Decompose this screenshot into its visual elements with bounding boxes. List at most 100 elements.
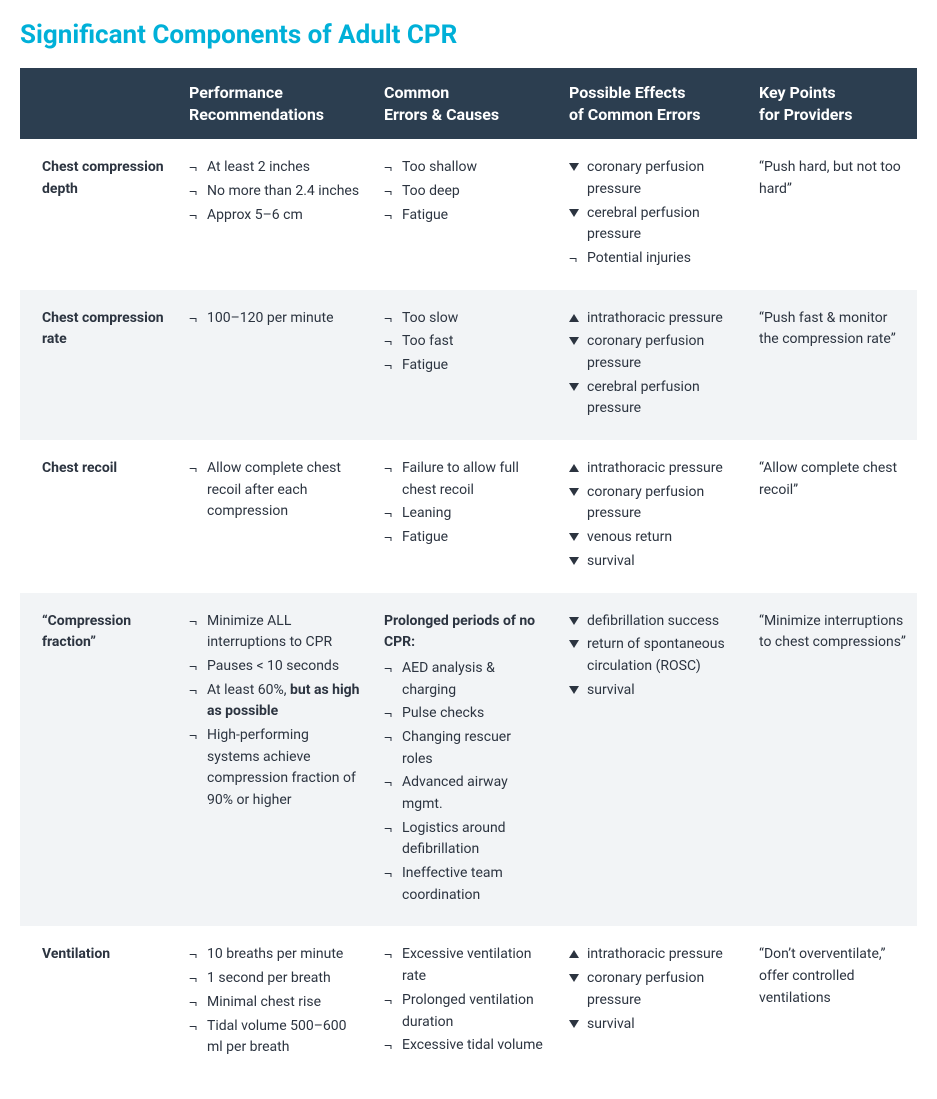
triangle-down-icon — [569, 640, 579, 648]
bullet-neg-icon: ¬ — [189, 308, 207, 330]
cell-errors: ¬Excessive ventilation rate¬Prolonged ve… — [370, 926, 555, 1078]
list-item-text: Ineffective team coordination — [402, 863, 545, 906]
list-item: ¬Pauses < 10 seconds — [189, 656, 360, 678]
list-item: ¬Excessive ventilation rate — [384, 944, 545, 987]
list-item: ¬Potential injuries — [569, 248, 735, 270]
bullet-neg-icon: ¬ — [384, 157, 402, 179]
bullet-list: intrathoracic pressurecoronary perfusion… — [569, 308, 735, 420]
bullet-neg-icon: ¬ — [384, 527, 402, 549]
list-item-text: Failure to allow full chest recoil — [402, 458, 545, 501]
bullet-neg-icon: ¬ — [384, 772, 402, 794]
table-row: “Compression fraction”¬Minimize ALL inte… — [20, 593, 917, 927]
list-item: survival — [569, 551, 735, 573]
list-item: survival — [569, 680, 735, 702]
bullet-list: ¬100–120 per minute — [189, 308, 360, 330]
list-item-text: Allow complete chest recoil after each c… — [207, 458, 360, 523]
list-item-text: 1 second per breath — [207, 968, 360, 990]
list-item-text: return of spontaneous circulation (ROSC) — [587, 634, 735, 677]
bullet-list: ¬Too shallow¬Too deep¬Fatigue — [384, 157, 545, 226]
list-item-text: AED analysis & charging — [402, 658, 545, 701]
list-item-text: At least 60%, but as high as possible — [207, 680, 360, 723]
triangle-up-icon — [569, 314, 579, 322]
list-item: ¬Advanced airway mgmt. — [384, 772, 545, 815]
col-blank — [20, 68, 175, 139]
list-item: ¬Too deep — [384, 181, 545, 203]
list-item: coronary perfusion pressure — [569, 482, 735, 525]
list-item: coronary perfusion pressure — [569, 968, 735, 1011]
list-item-text: survival — [587, 551, 735, 573]
page-title: Significant Components of Adult CPR — [20, 20, 917, 50]
bullet-list: ¬Too slow¬Too fast¬Fatigue — [384, 308, 545, 377]
list-item-text: Too slow — [402, 308, 545, 330]
table-row: Ventilation¬10 breaths per minute¬1 seco… — [20, 926, 917, 1078]
list-item-text: Too deep — [402, 181, 545, 203]
list-item-text: 10 breaths per minute — [207, 944, 360, 966]
list-item: ¬1 second per breath — [189, 968, 360, 990]
list-item-text: intrathoracic pressure — [587, 944, 735, 966]
row-label: Chest compression rate — [20, 290, 175, 440]
bullet-neg-icon: ¬ — [384, 458, 402, 480]
list-item: ¬At least 60%, but as high as possible — [189, 680, 360, 723]
list-item-text: defibrillation success — [587, 611, 735, 633]
list-item-text: Logistics around defibrillation — [402, 818, 545, 861]
triangle-down-icon — [569, 337, 579, 345]
triangle-down-icon — [569, 383, 579, 391]
cell-errors: ¬Too slow¬Too fast¬Fatigue — [370, 290, 555, 440]
bullet-neg-icon: ¬ — [189, 944, 207, 966]
list-item-text: Prolonged ventilation duration — [402, 990, 545, 1033]
list-item: ¬Approx 5–6 cm — [189, 205, 360, 227]
list-item: coronary perfusion pressure — [569, 157, 735, 200]
bullet-neg-icon: ¬ — [384, 703, 402, 725]
list-item: intrathoracic pressure — [569, 458, 735, 480]
cell-errors: ¬Too shallow¬Too deep¬Fatigue — [370, 139, 555, 289]
table-row: Chest compression rate ¬100–120 per minut… — [20, 290, 917, 440]
triangle-up-icon — [569, 464, 579, 472]
cell-keypoint: “Push hard, but not too hard” — [745, 139, 917, 289]
list-item-text: Fatigue — [402, 527, 545, 549]
list-item-text: No more than 2.4 inches — [207, 181, 360, 203]
list-item-text: Excessive tidal volume — [402, 1035, 545, 1057]
list-item: ¬Changing rescuer roles — [384, 727, 545, 770]
cell-keypoint: “Minimize interruptions to chest compres… — [745, 593, 917, 927]
cell-performance: ¬10 breaths per minute¬1 second per brea… — [175, 926, 370, 1078]
list-item: ¬Logistics around defibrillation — [384, 818, 545, 861]
bullet-list: ¬10 breaths per minute¬1 second per brea… — [189, 944, 360, 1058]
cell-keypoint: “Don’t overventilate,” offer controlled … — [745, 926, 917, 1078]
triangle-up-icon — [569, 950, 579, 958]
triangle-down-icon — [569, 163, 579, 171]
bullet-neg-icon: ¬ — [189, 181, 207, 203]
bullet-neg-icon: ¬ — [384, 205, 402, 227]
list-item-text: Excessive ventilation rate — [402, 944, 545, 987]
list-item: ¬Failure to allow full chest recoil — [384, 458, 545, 501]
bullet-neg-icon: ¬ — [189, 656, 207, 678]
bullet-neg-icon: ¬ — [384, 503, 402, 525]
bullet-neg-icon: ¬ — [189, 458, 207, 480]
cell-keypoint: “Allow complete chest recoil” — [745, 440, 917, 592]
list-item: ¬Allow complete chest recoil after each … — [189, 458, 360, 523]
col-effects: Possible Effectsof Common Errors — [555, 68, 745, 139]
list-item-text: Tidal volume 500–600 ml per breath — [207, 1016, 360, 1059]
table-row: Chest recoil¬Allow complete chest recoil… — [20, 440, 917, 592]
list-item-text: Advanced airway mgmt. — [402, 772, 545, 815]
triangle-down-icon — [569, 617, 579, 625]
list-item-text: intrathoracic pressure — [587, 308, 735, 330]
cell-performance: ¬Minimize ALL interruptions to CPR¬Pause… — [175, 593, 370, 927]
cell-effects: intrathoracic pressurecoronary perfusion… — [555, 290, 745, 440]
bullet-neg-icon: ¬ — [189, 1016, 207, 1038]
list-item: ¬High-performing systems achieve compres… — [189, 725, 360, 812]
cell-errors: ¬Failure to allow full chest recoil¬Lean… — [370, 440, 555, 592]
col-keypoints: Key Pointsfor Providers — [745, 68, 917, 139]
bullet-neg-icon: ¬ — [384, 990, 402, 1012]
keypoint-text: “Allow complete chest recoil” — [759, 458, 907, 501]
bullet-neg-icon: ¬ — [384, 944, 402, 966]
row-label: “Compression fraction” — [20, 593, 175, 927]
cpr-table: PerformanceRecommendations CommonErrors … — [20, 68, 917, 1079]
list-item-text: Potential injuries — [587, 248, 735, 270]
list-item: survival — [569, 1014, 735, 1036]
list-item-text: Pauses < 10 seconds — [207, 656, 360, 678]
list-item: ¬Prolonged ventilation duration — [384, 990, 545, 1033]
bullet-neg-icon: ¬ — [384, 181, 402, 203]
cell-effects: intrathoracic pressurecoronary perfusion… — [555, 926, 745, 1078]
cell-performance: ¬Allow complete chest recoil after each … — [175, 440, 370, 592]
list-item-text: Fatigue — [402, 205, 545, 227]
